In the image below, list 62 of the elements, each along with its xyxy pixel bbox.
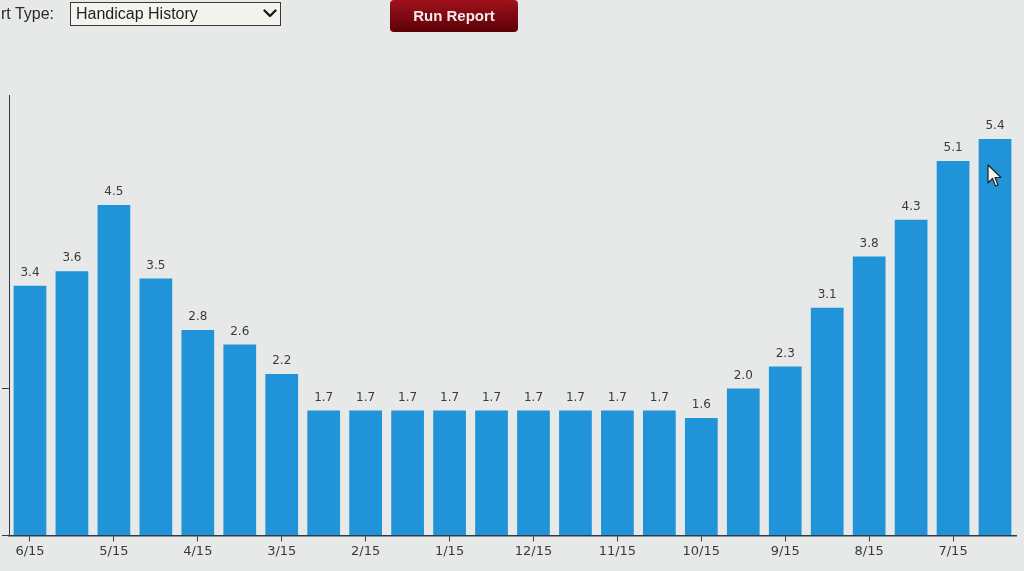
x-tick-label: 7/15: [938, 542, 968, 558]
bar: [642, 410, 676, 535]
bar: [97, 205, 131, 535]
x-tick-label: 2/15: [351, 542, 381, 558]
x-tick-label: 5/15: [99, 542, 129, 558]
select-field: Handicap History: [70, 2, 281, 26]
data-label: 3.8: [859, 235, 879, 250]
bar: [768, 366, 802, 535]
x-tick-label: 6/15: [15, 542, 45, 558]
data-label: 1.7: [607, 389, 627, 404]
x-tick-label: 1/15: [434, 542, 465, 558]
data-label: 1.7: [649, 389, 669, 404]
data-label: 2.0: [733, 367, 753, 382]
bar: [307, 410, 341, 535]
data-label: 1.7: [523, 389, 544, 404]
bar: [559, 410, 592, 535]
text: rt Type:: [1, 5, 55, 23]
data-label: 1.7: [314, 389, 334, 404]
data-label: 2.6: [230, 323, 250, 338]
data-label: 1.7: [481, 389, 502, 404]
bar: [601, 410, 634, 535]
bar: [810, 307, 844, 535]
data-label: 3.1: [817, 286, 837, 301]
data-label: 5.4: [985, 118, 1005, 133]
data-label: 1.7: [356, 389, 376, 404]
data-label: 2.3: [775, 345, 795, 360]
bar: [894, 219, 928, 535]
data-label: 4.5: [104, 184, 124, 199]
bar: [139, 278, 173, 535]
x-tick-label: 12/15: [514, 542, 553, 558]
data-label: 1.7: [398, 389, 418, 404]
data-label: 4.3: [901, 198, 921, 213]
x-tick-label: 8/15: [854, 542, 884, 558]
bar: [475, 410, 508, 535]
x-tick-label: 11/15: [598, 542, 637, 558]
bar: [726, 388, 760, 535]
data-label: 2.2: [272, 353, 292, 368]
bar: [517, 410, 550, 535]
bar: [978, 139, 1012, 535]
bar: [852, 256, 886, 535]
x-tick-label: 4/15: [183, 542, 213, 558]
bar: [349, 410, 383, 535]
bar: [223, 344, 257, 535]
data-label: 2.8: [188, 309, 208, 324]
data-label: 3.6: [62, 250, 82, 265]
data-label: 3.4: [20, 264, 40, 279]
bar: [684, 417, 718, 535]
data-label: 5.1: [943, 140, 963, 155]
bar: [433, 410, 466, 535]
data-label: 1.7: [440, 389, 460, 404]
data-label: 1.6: [691, 397, 711, 412]
bar: [55, 271, 89, 535]
data-label: 3.5: [146, 257, 166, 272]
bar: [936, 161, 970, 535]
bar: [13, 285, 47, 535]
bar: [391, 410, 424, 535]
data-label: 1.7: [565, 389, 585, 404]
x-tick-label: 3/15: [267, 542, 297, 558]
bar: [265, 373, 299, 535]
bar: [181, 329, 215, 535]
x-tick-label: 10/15: [682, 542, 721, 558]
x-tick-label: 9/15: [770, 542, 800, 558]
